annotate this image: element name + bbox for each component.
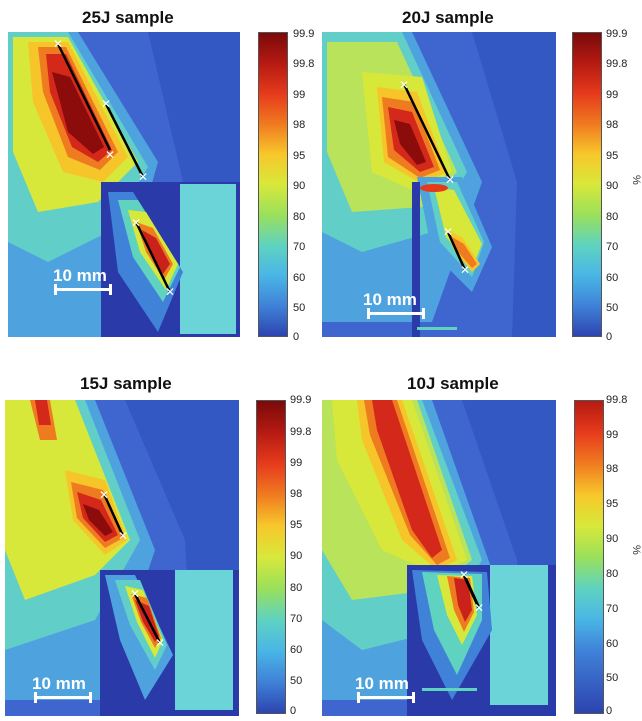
colorbar-tick: 70 [606, 241, 619, 253]
colorbar-tick: 60 [606, 638, 619, 650]
colorbar [258, 32, 288, 337]
colorbar-tick: 98 [606, 463, 619, 475]
svg-text:✕: ✕ [165, 285, 175, 299]
colorbar-tick: 50 [606, 302, 619, 314]
colorbar-tick: 95 [293, 150, 306, 162]
colorbar [572, 32, 602, 337]
svg-text:✕: ✕ [445, 173, 455, 187]
colorbar-tick: 95 [290, 519, 303, 531]
svg-text:✕: ✕ [105, 148, 115, 162]
heatmap-image: ✕ ✕ ✕ ✕ ✕ ✕ [8, 32, 240, 337]
colorbar-tick: 99 [293, 89, 306, 101]
colorbar-tick: 95 [606, 498, 619, 510]
svg-text:✕: ✕ [443, 225, 453, 239]
colorbar-tick: 80 [293, 211, 306, 223]
svg-text:✕: ✕ [399, 78, 409, 92]
colorbar-tick: 80 [606, 568, 619, 580]
panel-title: 25J sample [82, 8, 174, 27]
scale-bar-label: 10 mm [363, 290, 417, 309]
svg-text:✕: ✕ [474, 601, 484, 615]
colorbar-tick: 60 [290, 644, 303, 656]
colorbar-tick: 0 [293, 331, 300, 343]
colorbar-tick: 50 [293, 302, 306, 314]
svg-text:✕: ✕ [155, 636, 165, 650]
svg-text:✕: ✕ [460, 263, 470, 277]
colorbar-unit: % [630, 175, 642, 185]
colorbar-unit: % [630, 545, 642, 555]
colorbar-tick: 90 [606, 533, 619, 545]
colorbar-tick: 99.9 [293, 28, 315, 40]
colorbar-tick: 50 [290, 675, 303, 687]
colorbar-tick: 70 [293, 241, 306, 253]
colorbar-tick: 99.9 [290, 394, 312, 406]
colorbar-tick: 90 [290, 550, 303, 562]
colorbar-tick: 99.8 [606, 58, 628, 70]
colorbar-tick: 0 [606, 705, 613, 717]
colorbar-tick: 60 [293, 272, 306, 284]
svg-text:✕: ✕ [138, 170, 148, 184]
colorbar-tick: 0 [606, 331, 613, 343]
svg-text:✕: ✕ [118, 529, 128, 543]
colorbar-tick: 80 [290, 582, 303, 594]
heatmap-image: ✕ ✕ ✕ ✕ [322, 32, 556, 337]
colorbar-tick: 99.9 [606, 28, 628, 40]
scale-bar [34, 692, 92, 703]
colorbar-tick: 70 [290, 613, 303, 625]
colorbar-tick: 99 [606, 89, 619, 101]
scale-bar-label: 10 mm [355, 674, 409, 693]
panel-title: 15J sample [80, 374, 172, 393]
colorbar-tick: 99 [290, 457, 303, 469]
svg-text:✕: ✕ [459, 568, 469, 582]
scale-bar-label: 10 mm [32, 674, 86, 693]
colorbar-tick: 80 [606, 211, 619, 223]
colorbar-tick: 95 [606, 150, 619, 162]
colorbar [574, 400, 604, 714]
colorbar-tick: 50 [606, 672, 619, 684]
colorbar-tick: 98 [290, 488, 303, 500]
colorbar-tick: 98 [293, 119, 306, 131]
colorbar-tick: 90 [606, 180, 619, 192]
svg-text:✕: ✕ [131, 216, 141, 230]
scale-bar [54, 284, 112, 295]
colorbar-tick: 90 [293, 180, 306, 192]
colorbar-tick: 0 [290, 705, 297, 717]
svg-text:✕: ✕ [130, 587, 140, 601]
scale-bar [367, 308, 425, 319]
scale-bar-label: 10 mm [53, 266, 107, 285]
colorbar-tick: 99.8 [293, 58, 315, 70]
svg-text:✕: ✕ [53, 37, 63, 51]
colorbar-tick: 98 [606, 119, 619, 131]
svg-text:✕: ✕ [101, 97, 111, 111]
heatmap-image: ✕ ✕ ✕ ✕ [5, 400, 239, 716]
colorbar-tick: 60 [606, 272, 619, 284]
heatmap-image: ✕ ✕ [322, 400, 556, 716]
colorbar-tick: 99.8 [606, 394, 628, 406]
panel-title: 20J sample [402, 8, 494, 27]
colorbar-tick: 99 [606, 429, 619, 441]
colorbar-tick: 70 [606, 603, 619, 615]
colorbar [256, 400, 286, 714]
scale-bar [357, 692, 415, 703]
colorbar-tick: 99.8 [290, 426, 312, 438]
svg-text:✕: ✕ [99, 488, 109, 502]
panel-title: 10J sample [407, 374, 499, 393]
